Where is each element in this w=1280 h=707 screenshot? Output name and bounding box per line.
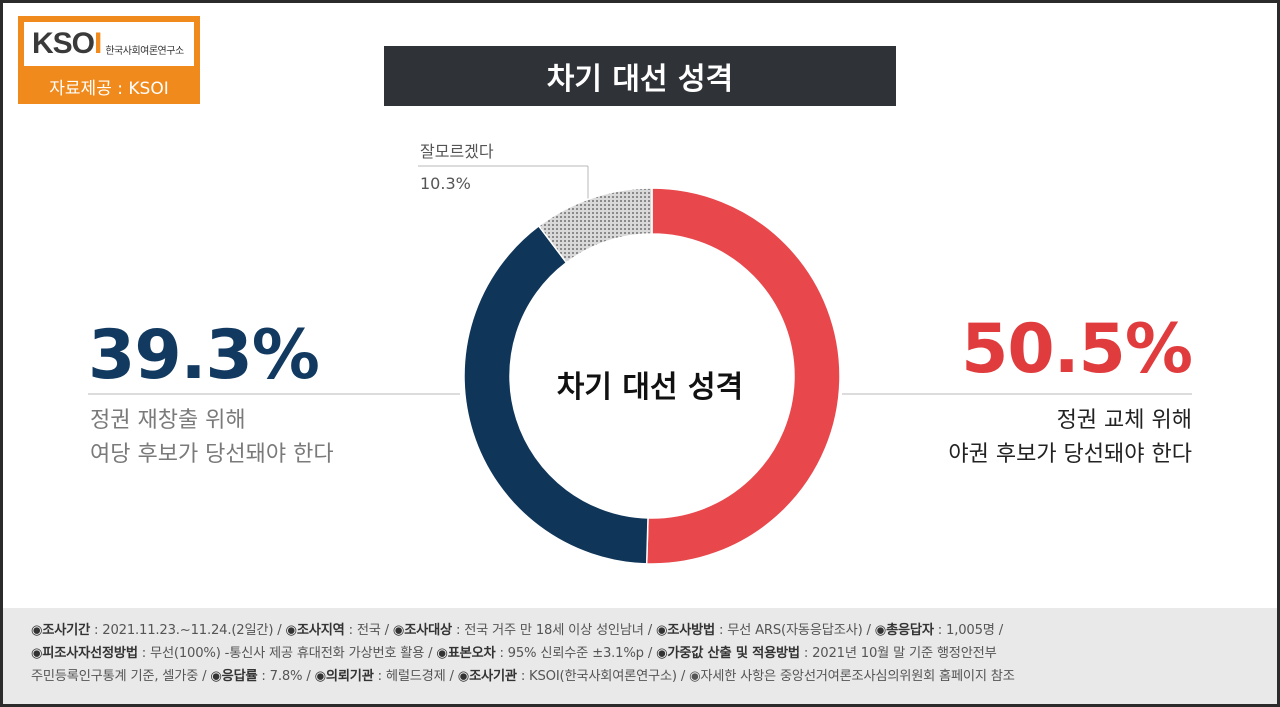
source-label: 자료제공 : KSOI: [49, 79, 169, 99]
donut-slice-1: [645, 187, 841, 565]
right-percent-label: 50.5%: [961, 310, 1193, 389]
unknown-percent-label: 10.3%: [420, 174, 471, 193]
right-desc-line1: 정권 교체 위해: [1056, 408, 1192, 433]
logo-org-name: 한국사회여론연구소: [105, 45, 184, 57]
right-desc-line2: 야권 후보가 당선돼야 한다: [948, 442, 1192, 467]
footer-line-3: 주민등록인구통계 기준, 셀가중 / ◉응답률 : 7.8% / ◉의뢰기관 :…: [31, 669, 1015, 684]
logo-box: KSOI 한국사회여론연구소 자료제공 : KSOI: [18, 16, 200, 104]
left-percent-label: 39.3%: [88, 316, 320, 395]
donut-slice-2: [463, 224, 649, 565]
left-desc-line1: 정권 재창출 위해: [90, 408, 246, 433]
chart-center-label: 차기 대선 성격: [556, 370, 744, 405]
right-description: 정권 교체 위해 야권 후보가 당선돼야 한다: [840, 404, 1192, 472]
logo-mark: KSOI: [32, 27, 102, 60]
logo: KSOI 한국사회여론연구소: [24, 22, 194, 66]
left-description: 정권 재창출 위해 여당 후보가 당선돼야 한다: [90, 404, 334, 472]
left-desc-line2: 여당 후보가 당선돼야 한다: [90, 442, 334, 467]
donut-slice-3: [537, 187, 653, 264]
page-title: 차기 대선 성격: [384, 46, 896, 106]
footer-line-2: ◉피조사자선정방법 : 무선(100%) -통신사 제공 휴대전화 가상번호 활…: [31, 646, 997, 661]
footer-line-1: ◉조사기간 : 2021.11.23.~11.24.(2일간) / ◉조사지역 …: [31, 623, 1003, 638]
unknown-label: 잘모르겠다: [420, 142, 494, 161]
survey-footer: ◉조사기간 : 2021.11.23.~11.24.(2일간) / ◉조사지역 …: [3, 608, 1277, 704]
